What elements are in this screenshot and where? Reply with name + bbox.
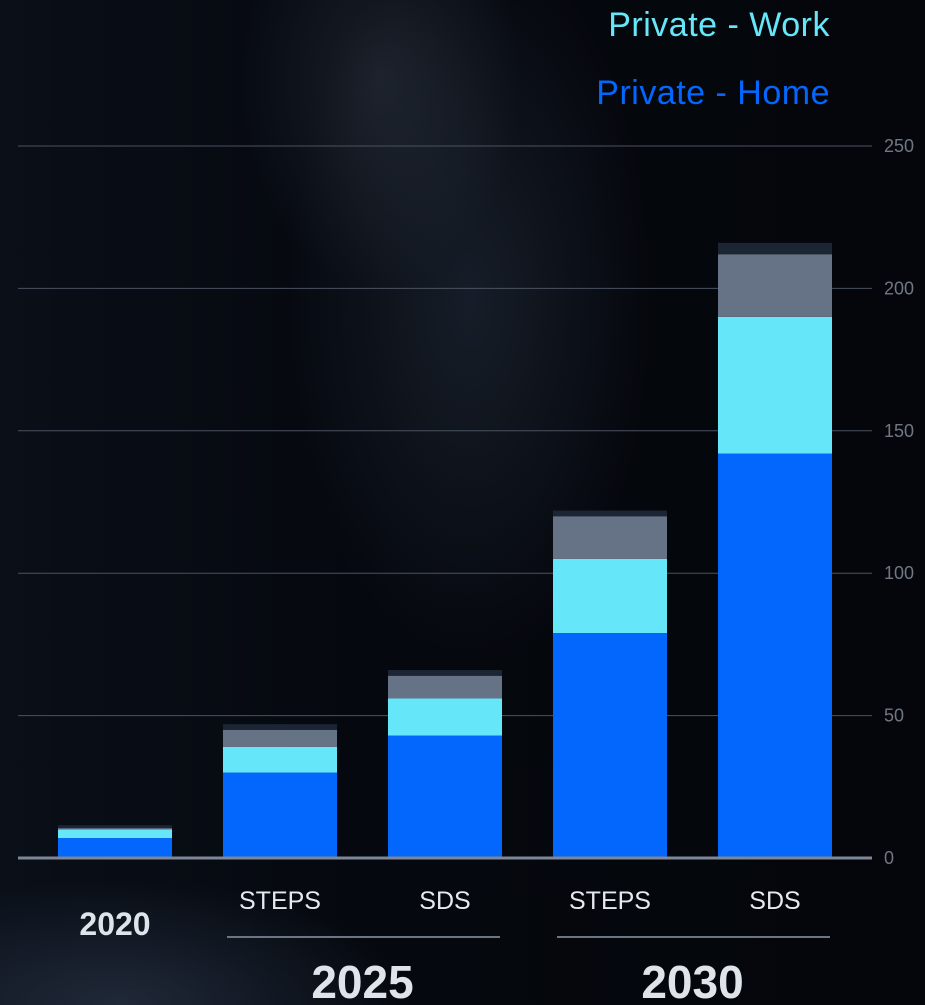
category-label: STEPS [239,887,321,915]
bar-segment [553,510,667,517]
y-tick-label: 150 [884,421,914,441]
category-label: STEPS [569,887,651,915]
group-label: 2020 [79,906,150,942]
bar-segment [553,516,667,559]
y-tick-label: 0 [884,848,894,868]
y-tick-label: 250 [884,136,914,156]
y-tick-label: 50 [884,706,904,726]
bar-segment [718,242,832,255]
category-label: SDS [749,887,800,915]
legend-entry-private-home: Private - Home [596,74,830,112]
bar-segment [553,558,667,634]
axes [18,856,872,938]
bar-segment [223,772,337,858]
y-tick-label: 100 [884,563,914,583]
bar-segment [388,735,502,858]
bar-segment [58,829,172,839]
category-label: SDS [419,887,470,915]
bar-segment [223,724,337,730]
bar-segment [718,316,832,454]
bar-segment [388,675,502,699]
bar-segment [58,838,172,858]
group-label: 2025 [311,956,413,1005]
bars [58,242,832,858]
bar-segment [223,746,337,773]
bar-segment [388,670,502,676]
legend-entry-private-work: Private - Work [608,6,830,44]
y-tick-label: 200 [884,278,914,298]
bar-segment [58,828,172,830]
bar-segment [223,729,337,747]
bar-segment [553,633,667,858]
bar-segment [718,453,832,858]
group-label: 2030 [641,956,743,1005]
bar-segment [718,254,832,317]
bar-segment [58,825,172,829]
bar-segment [388,698,502,736]
labels: 0 50 100 150 200 250 STEPS SDS STEPS SDS 2020 2025 2… [79,136,914,1005]
